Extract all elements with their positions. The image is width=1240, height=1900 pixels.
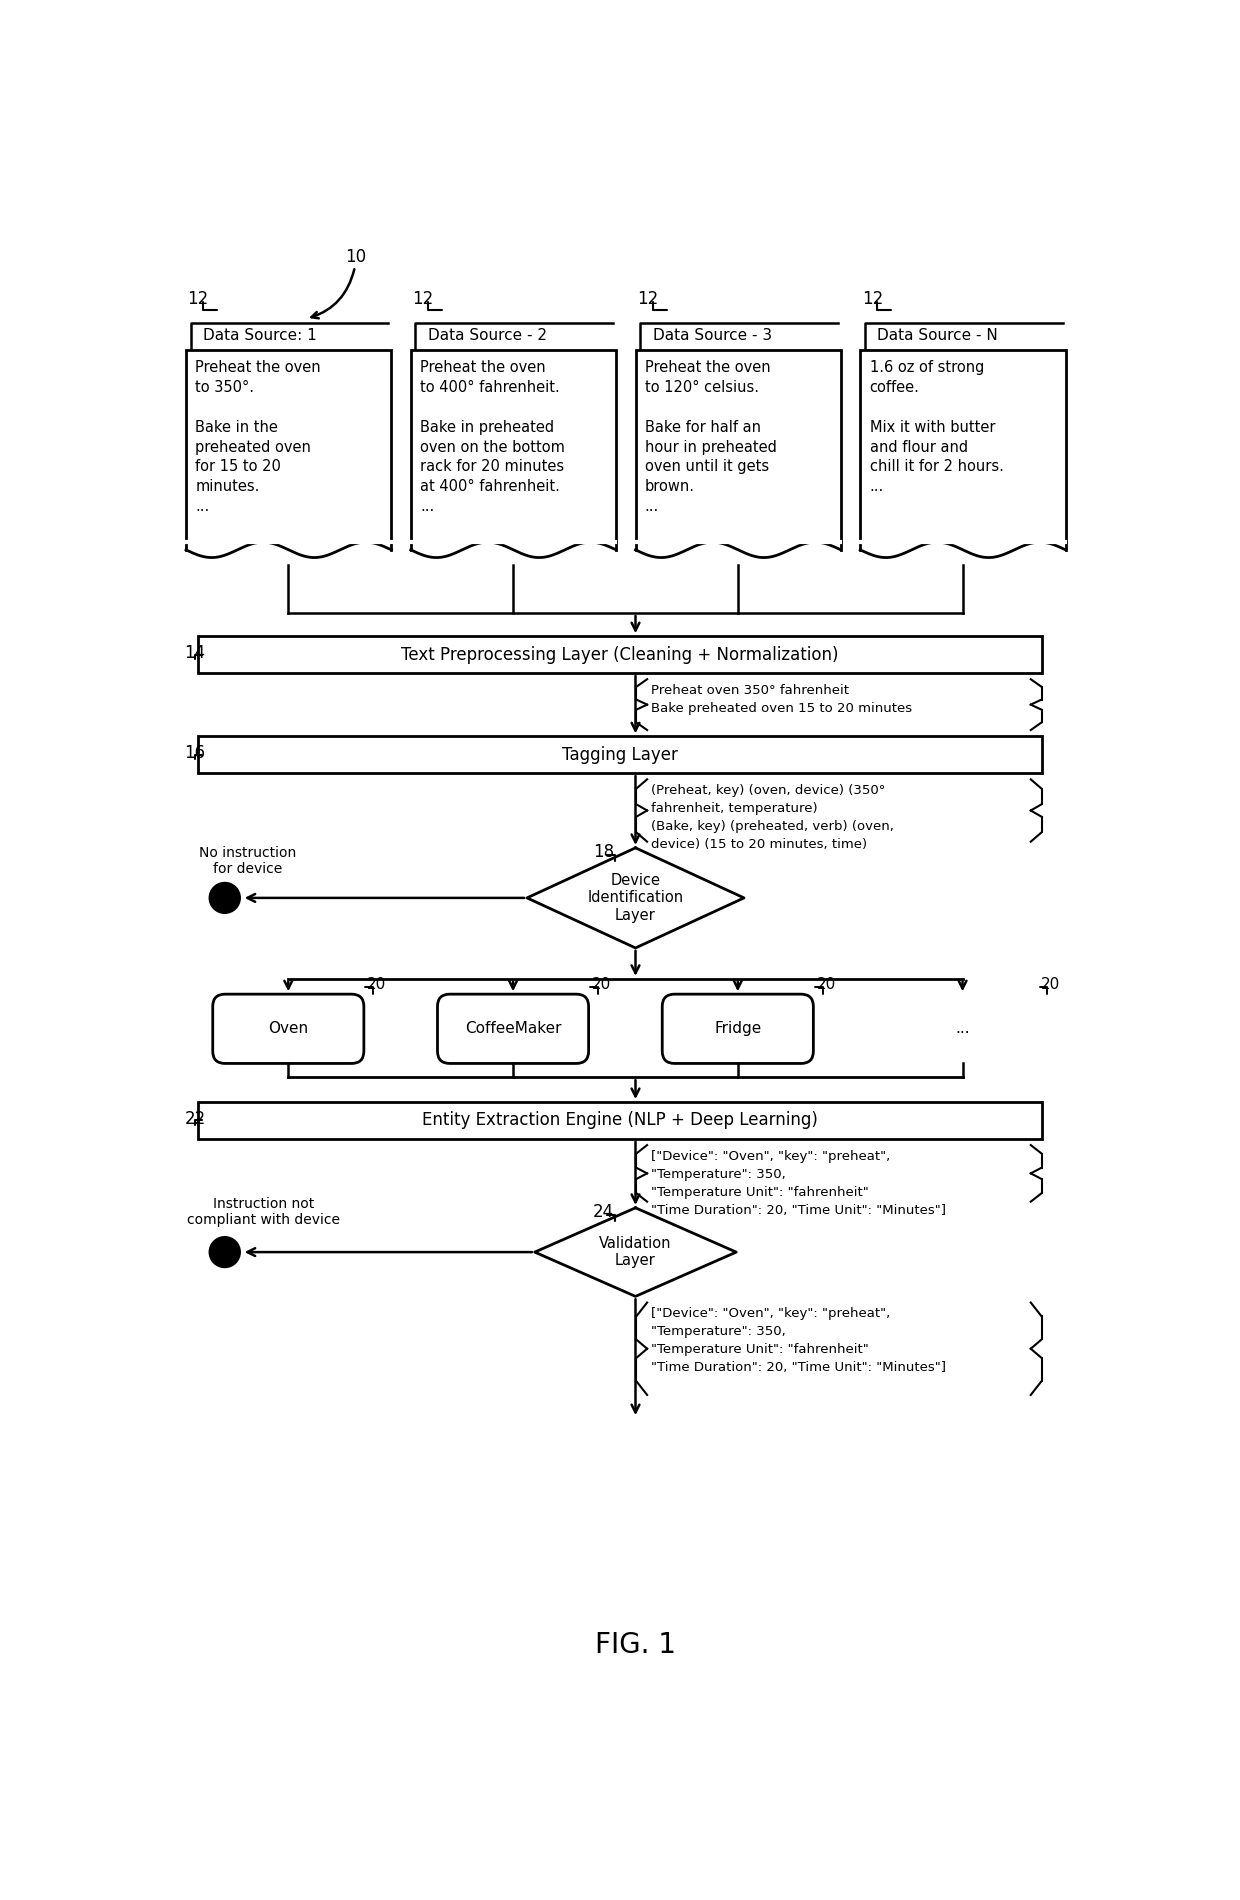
Text: 16: 16 xyxy=(185,745,206,762)
Bar xyxy=(186,350,392,541)
Text: 14: 14 xyxy=(185,644,206,661)
Text: Data Source - 2: Data Source - 2 xyxy=(428,329,547,344)
Circle shape xyxy=(216,1243,234,1262)
Text: Data Source - 3: Data Source - 3 xyxy=(652,329,771,344)
Bar xyxy=(410,350,616,541)
Circle shape xyxy=(210,1237,241,1267)
Text: 12: 12 xyxy=(412,291,434,308)
Bar xyxy=(635,350,841,541)
Text: FIG. 1: FIG. 1 xyxy=(595,1630,676,1659)
Text: (Preheat, key) (oven, device) (350°
fahrenheit, temperature)
(Bake, key) (prehea: (Preheat, key) (oven, device) (350° fahr… xyxy=(651,785,894,851)
Text: Preheat the oven
to 350°.

Bake in the
preheated oven
for 15 to 20
minutes.
...: Preheat the oven to 350°. Bake in the pr… xyxy=(196,361,321,515)
Text: Entity Extraction Engine (NLP + Deep Learning): Entity Extraction Engine (NLP + Deep Lea… xyxy=(422,1112,818,1129)
Circle shape xyxy=(210,882,241,914)
Circle shape xyxy=(218,1246,231,1258)
Text: Oven: Oven xyxy=(268,1022,309,1036)
Text: ["Device": "Oven", "key": "preheat",
"Temperature": 350,
"Temperature Unit": "fa: ["Device": "Oven", "key": "preheat", "Te… xyxy=(651,1307,946,1374)
Text: Device
Identification
Layer: Device Identification Layer xyxy=(588,872,683,923)
Text: 20: 20 xyxy=(367,977,386,992)
Text: 18: 18 xyxy=(593,844,614,861)
Text: Data Source - N: Data Source - N xyxy=(878,329,998,344)
Bar xyxy=(197,735,1043,773)
Text: Tagging Layer: Tagging Layer xyxy=(562,745,678,764)
Text: 24: 24 xyxy=(593,1203,614,1220)
Text: No instruction
for device: No instruction for device xyxy=(200,846,296,876)
Circle shape xyxy=(216,889,234,906)
Polygon shape xyxy=(534,1208,737,1296)
Text: 12: 12 xyxy=(862,291,883,308)
Text: CoffeeMaker: CoffeeMaker xyxy=(465,1022,562,1036)
Text: 20: 20 xyxy=(816,977,836,992)
Text: Fridge: Fridge xyxy=(714,1022,761,1036)
Circle shape xyxy=(218,891,231,904)
Text: 1.6 oz of strong
coffee.

Mix it with butter
and flour and
chill it for 2 hours.: 1.6 oz of strong coffee. Mix it with but… xyxy=(869,361,1003,494)
Text: Validation
Layer: Validation Layer xyxy=(599,1235,672,1269)
Text: ...: ... xyxy=(955,1022,970,1036)
Text: 10: 10 xyxy=(345,249,366,266)
Bar xyxy=(197,636,1043,673)
Text: Instruction not
compliant with device: Instruction not compliant with device xyxy=(187,1197,340,1227)
Text: 12: 12 xyxy=(637,291,658,308)
FancyBboxPatch shape xyxy=(438,994,589,1064)
Polygon shape xyxy=(527,847,744,948)
Text: ["Device": "Oven", "key": "preheat",
"Temperature": 350,
"Temperature Unit": "fa: ["Device": "Oven", "key": "preheat", "Te… xyxy=(651,1150,946,1216)
Bar xyxy=(197,1102,1043,1138)
FancyBboxPatch shape xyxy=(213,994,363,1064)
Text: Text Preprocessing Layer (Cleaning + Normalization): Text Preprocessing Layer (Cleaning + Nor… xyxy=(402,646,838,663)
Text: Preheat the oven
to 120° celsius.

Bake for half an
hour in preheated
oven until: Preheat the oven to 120° celsius. Bake f… xyxy=(645,361,776,515)
Text: Data Source: 1: Data Source: 1 xyxy=(203,329,316,344)
Text: Preheat oven 350° fahrenheit
Bake preheated oven 15 to 20 minutes: Preheat oven 350° fahrenheit Bake prehea… xyxy=(651,684,913,714)
Text: Preheat the oven
to 400° fahrenheit.

Bake in preheated
oven on the bottom
rack : Preheat the oven to 400° fahrenheit. Bak… xyxy=(420,361,565,515)
FancyBboxPatch shape xyxy=(662,994,813,1064)
Text: 22: 22 xyxy=(185,1110,206,1129)
Text: 12: 12 xyxy=(187,291,208,308)
Text: 20: 20 xyxy=(591,977,611,992)
Text: 20: 20 xyxy=(1042,977,1060,992)
Bar xyxy=(861,350,1065,541)
